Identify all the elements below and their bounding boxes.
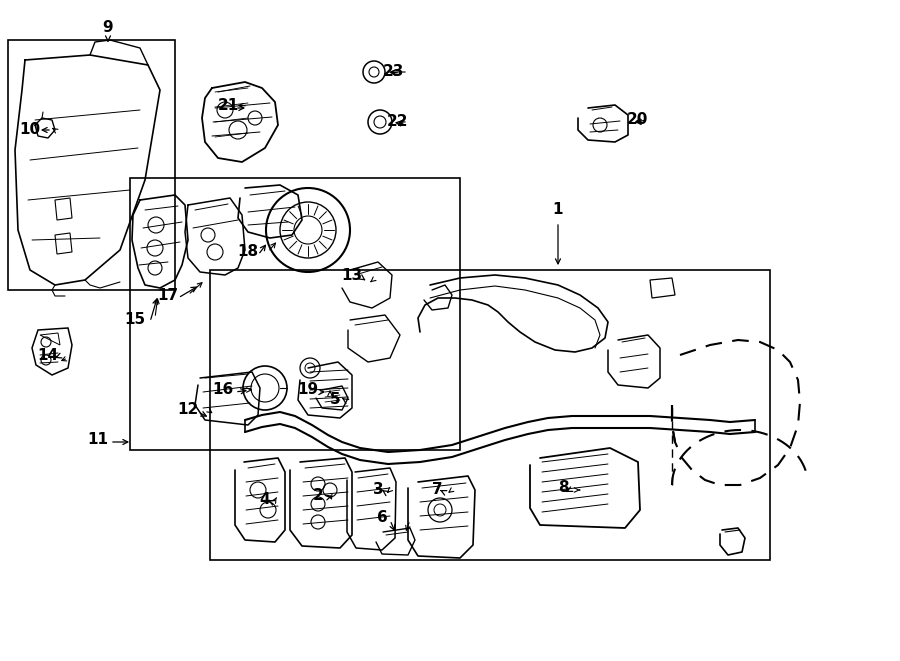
Text: 10: 10 — [20, 122, 40, 137]
Bar — [130, 178, 460, 450]
Text: 2: 2 — [312, 488, 323, 502]
Text: 14: 14 — [38, 348, 58, 362]
Text: 7: 7 — [432, 483, 442, 498]
Text: 16: 16 — [212, 383, 234, 397]
Text: 12: 12 — [177, 403, 199, 418]
Bar — [8, 40, 175, 290]
Text: 20: 20 — [626, 112, 648, 128]
Text: 18: 18 — [238, 245, 258, 260]
Text: 8: 8 — [558, 481, 568, 496]
Text: 5: 5 — [329, 393, 340, 407]
Text: 1: 1 — [553, 202, 563, 217]
Text: 15: 15 — [124, 313, 146, 327]
Text: 19: 19 — [297, 383, 319, 397]
Text: 21: 21 — [218, 98, 238, 112]
Text: 9: 9 — [103, 20, 113, 36]
Text: 6: 6 — [376, 510, 387, 525]
Text: 23: 23 — [382, 65, 404, 79]
Text: 4: 4 — [260, 492, 270, 508]
Text: 17: 17 — [158, 288, 178, 303]
Text: 11: 11 — [87, 432, 109, 447]
Text: 13: 13 — [341, 268, 363, 282]
Text: 22: 22 — [386, 114, 408, 130]
Text: 3: 3 — [373, 483, 383, 498]
